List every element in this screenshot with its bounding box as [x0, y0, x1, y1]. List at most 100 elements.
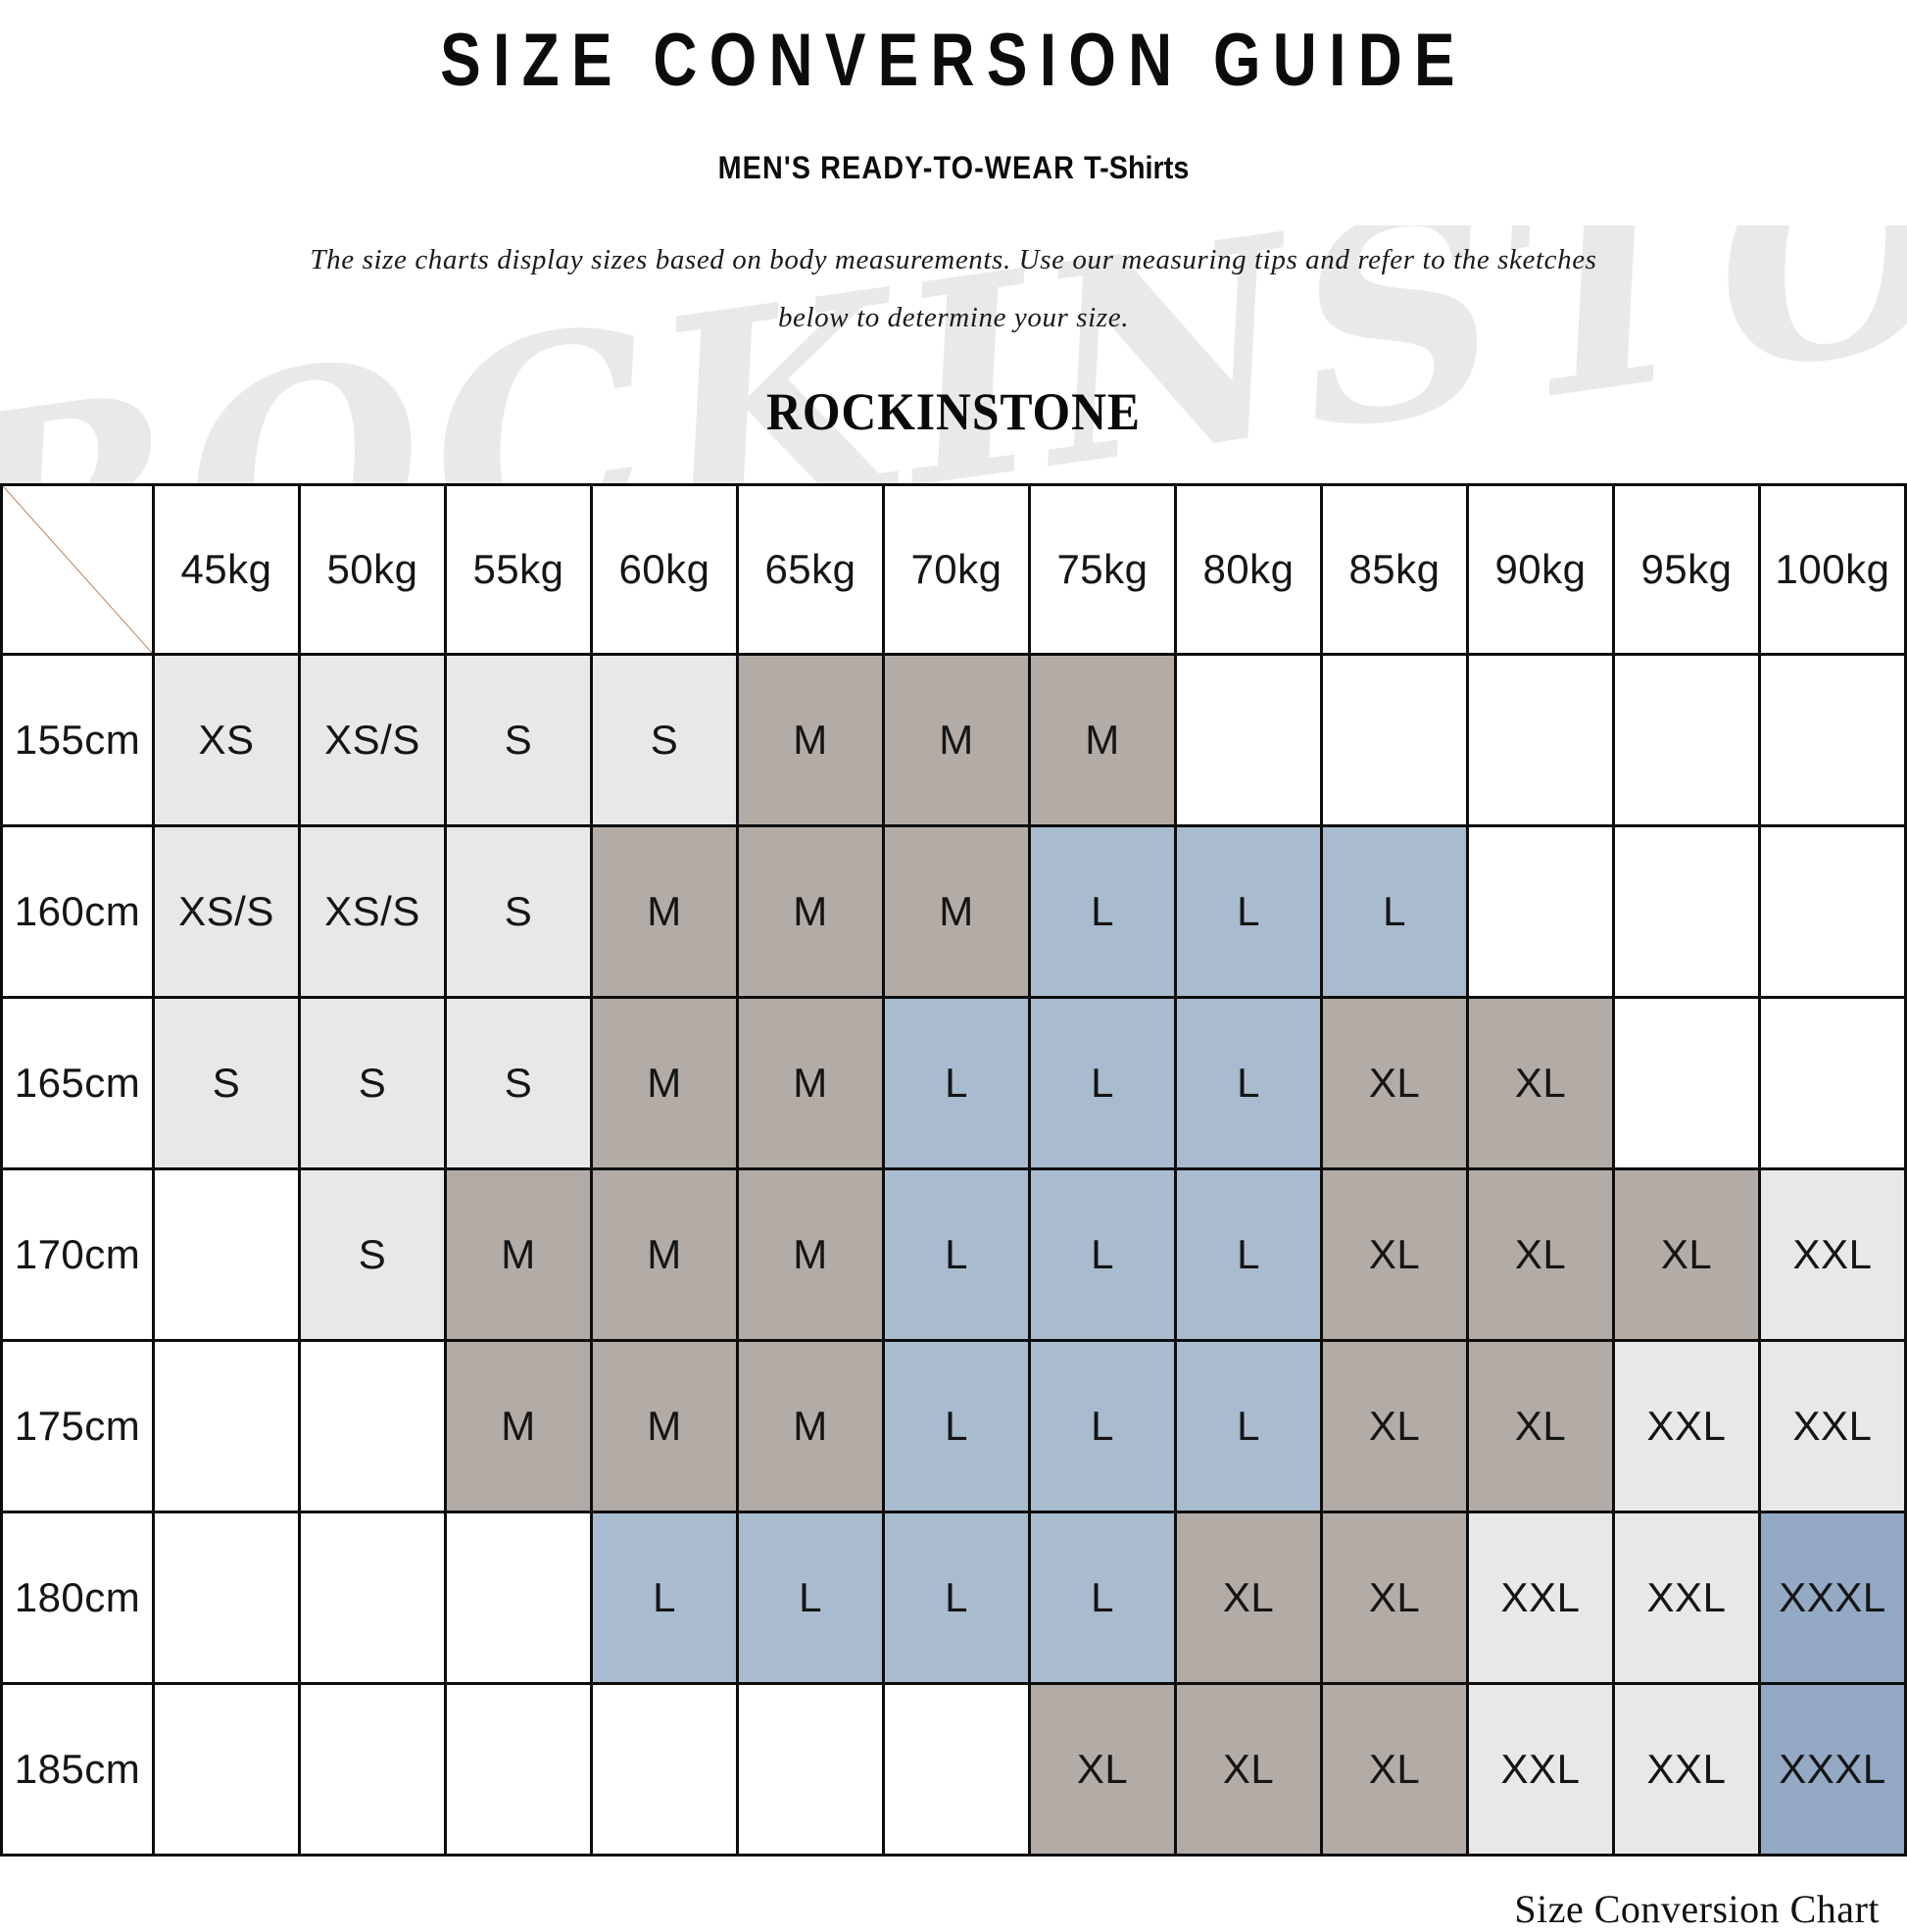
size-cell-175cm-55kg: M [444, 1338, 593, 1513]
size-cell-185cm-90kg: XXL [1466, 1681, 1615, 1857]
column-header-65kg: 65kg [736, 482, 885, 656]
page-subtitle: MEN'S READY-TO-WEAR T-Shirts [95, 103, 1811, 186]
size-cell-165cm-65kg: M [736, 995, 885, 1170]
column-header-55kg: 55kg [444, 482, 593, 656]
column-header-90kg: 90kg [1466, 482, 1615, 656]
size-cell-160cm-95kg [1612, 823, 1761, 999]
size-cell-155cm-55kg: S [444, 652, 593, 827]
description-line-2: below to determine your size. [777, 302, 1130, 334]
size-cell-160cm-70kg: M [882, 823, 1031, 999]
size-cell-170cm-45kg [152, 1166, 301, 1342]
size-cell-175cm-45kg [152, 1338, 301, 1513]
size-cell-165cm-55kg: S [444, 995, 593, 1170]
size-cell-180cm-50kg [298, 1510, 447, 1685]
size-cell-175cm-85kg: XL [1320, 1338, 1469, 1513]
size-cell-160cm-90kg [1466, 823, 1615, 999]
size-table-wrapper: 45kg 50kg 55kg 60kg 65kg 70kg 75kg 80kg 85kg 90kg… [0, 482, 1907, 1857]
size-cell-185cm-80kg: XL [1174, 1681, 1323, 1857]
size-cell-160cm-75kg: L [1028, 823, 1177, 999]
row-header-155cm: 155cm [0, 652, 155, 827]
size-cell-180cm-80kg: XL [1174, 1510, 1323, 1685]
size-cell-165cm-70kg: L [882, 995, 1031, 1170]
size-conversion-table: 45kg 50kg 55kg 60kg 65kg 70kg 75kg 80kg 85kg 90kg… [0, 482, 1907, 1857]
size-cell-160cm-80kg: L [1174, 823, 1323, 999]
size-table-body: 45kg 50kg 55kg 60kg 65kg 70kg 75kg 80kg 85kg 90kg… [0, 482, 1907, 1857]
size-cell-175cm-80kg: L [1174, 1338, 1323, 1513]
subtitle-category: MEN'S READY-TO-WEAR [717, 150, 1076, 185]
size-cell-160cm-85kg: L [1320, 823, 1469, 999]
size-cell-175cm-50kg [298, 1338, 447, 1513]
size-cell-165cm-45kg: S [152, 995, 301, 1170]
size-cell-155cm-60kg: S [590, 652, 739, 827]
size-cell-170cm-50kg: S [298, 1166, 447, 1342]
brand-name: ROCKINSTONE [766, 381, 1141, 441]
size-cell-185cm-85kg: XL [1320, 1681, 1469, 1857]
row-header-165cm: 165cm [0, 995, 155, 1170]
size-cell-170cm-70kg: L [882, 1166, 1031, 1342]
table-row: 175cm M M M L L L XL XL XXL XXL [0, 1338, 1907, 1513]
size-cell-170cm-95kg: XL [1612, 1166, 1761, 1342]
size-cell-170cm-100kg: XXL [1758, 1166, 1907, 1342]
size-cell-170cm-80kg: L [1174, 1166, 1323, 1342]
size-cell-185cm-45kg [152, 1681, 301, 1857]
size-cell-155cm-45kg: XS [152, 652, 301, 827]
row-header-180cm: 180cm [0, 1510, 155, 1685]
size-cell-180cm-70kg: L [882, 1510, 1031, 1685]
size-cell-165cm-85kg: XL [1320, 995, 1469, 1170]
size-cell-165cm-60kg: M [590, 995, 739, 1170]
size-cell-185cm-95kg: XXL [1612, 1681, 1761, 1857]
column-header-100kg: 100kg [1758, 482, 1907, 656]
size-cell-155cm-80kg [1174, 652, 1323, 827]
size-cell-155cm-65kg: M [736, 652, 885, 827]
table-row: 170cm S M M M L L L XL XL XL XXL [0, 1166, 1907, 1342]
size-cell-170cm-55kg: M [444, 1166, 593, 1342]
footer-caption: Size Conversion Chart [1514, 1886, 1880, 1931]
size-cell-180cm-65kg: L [736, 1510, 885, 1685]
size-cell-170cm-85kg: XL [1320, 1166, 1469, 1342]
row-header-160cm: 160cm [0, 823, 155, 999]
size-cell-165cm-50kg: S [298, 995, 447, 1170]
size-cell-180cm-100kg: XXXL [1758, 1510, 1907, 1685]
table-row: 155cm XS XS/S S S M M M [0, 652, 1907, 827]
corner-cell [0, 482, 155, 656]
size-cell-155cm-100kg [1758, 652, 1907, 827]
diagonal-divider-icon [3, 486, 152, 653]
description-line-1: The size charts display sizes based on b… [310, 244, 1597, 275]
size-cell-155cm-85kg [1320, 652, 1469, 827]
size-cell-165cm-95kg [1612, 995, 1761, 1170]
size-cell-185cm-50kg [298, 1681, 447, 1857]
size-cell-185cm-70kg [882, 1681, 1031, 1857]
size-cell-180cm-90kg: XXL [1466, 1510, 1615, 1685]
size-cell-175cm-100kg: XXL [1758, 1338, 1907, 1513]
size-cell-185cm-65kg [736, 1681, 885, 1857]
size-cell-160cm-55kg: S [444, 823, 593, 999]
size-cell-160cm-50kg: XS/S [298, 823, 447, 999]
size-cell-155cm-50kg: XS/S [298, 652, 447, 827]
column-header-75kg: 75kg [1028, 482, 1177, 656]
size-cell-165cm-75kg: L [1028, 995, 1177, 1170]
size-cell-185cm-100kg: XXXL [1758, 1681, 1907, 1857]
size-cell-170cm-60kg: M [590, 1166, 739, 1342]
row-header-175cm: 175cm [0, 1338, 155, 1513]
size-cell-180cm-85kg: XL [1320, 1510, 1469, 1685]
size-cell-155cm-75kg: M [1028, 652, 1177, 827]
size-cell-175cm-90kg: XL [1466, 1338, 1615, 1513]
column-header-80kg: 80kg [1174, 482, 1323, 656]
row-header-185cm: 185cm [0, 1681, 155, 1857]
size-cell-165cm-80kg: L [1174, 995, 1323, 1170]
size-cell-175cm-75kg: L [1028, 1338, 1177, 1513]
size-cell-185cm-60kg [590, 1681, 739, 1857]
size-cell-160cm-45kg: XS/S [152, 823, 301, 999]
size-cell-155cm-70kg: M [882, 652, 1031, 827]
page-title: SIZE CONVERSION GUIDE [440, 19, 1467, 102]
column-header-95kg: 95kg [1612, 482, 1761, 656]
column-header-70kg: 70kg [882, 482, 1031, 656]
size-cell-180cm-95kg: XXL [1612, 1510, 1761, 1685]
size-cell-170cm-75kg: L [1028, 1166, 1177, 1342]
size-cell-155cm-90kg [1466, 652, 1615, 827]
size-cell-175cm-60kg: M [590, 1338, 739, 1513]
size-cell-175cm-95kg: XXL [1612, 1338, 1761, 1513]
row-header-170cm: 170cm [0, 1166, 155, 1342]
table-row: 185cm XL XL XL XXL XXL XXXL [0, 1681, 1907, 1857]
